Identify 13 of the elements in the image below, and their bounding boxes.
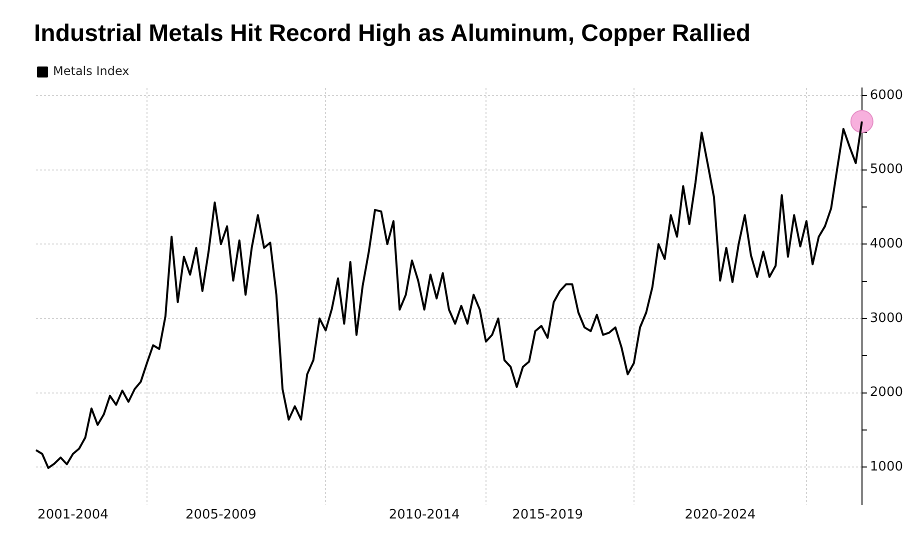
y-tick-label: 2000	[870, 385, 904, 400]
x-tick-label: 2001-2004	[38, 508, 108, 523]
chart-title: Industrial Metals Hit Record High as Aluminum, Copper Rallied	[33, 19, 752, 49]
legend-label: Metals Index	[53, 64, 130, 78]
x-tick-label: 2015-2019	[512, 508, 584, 523]
x-tick-label: 2020-2024	[684, 508, 756, 523]
y-tick-label: 3000	[870, 310, 904, 326]
y-tick-label: 6000	[870, 88, 904, 103]
y-tick-label: 4000	[870, 236, 904, 252]
x-tick-label: 2005-2009	[185, 508, 256, 523]
x-tick-label: 2010-2014	[388, 508, 460, 523]
y-tick-label: 5000	[870, 162, 904, 178]
y-tick-label: 1000	[870, 460, 904, 475]
